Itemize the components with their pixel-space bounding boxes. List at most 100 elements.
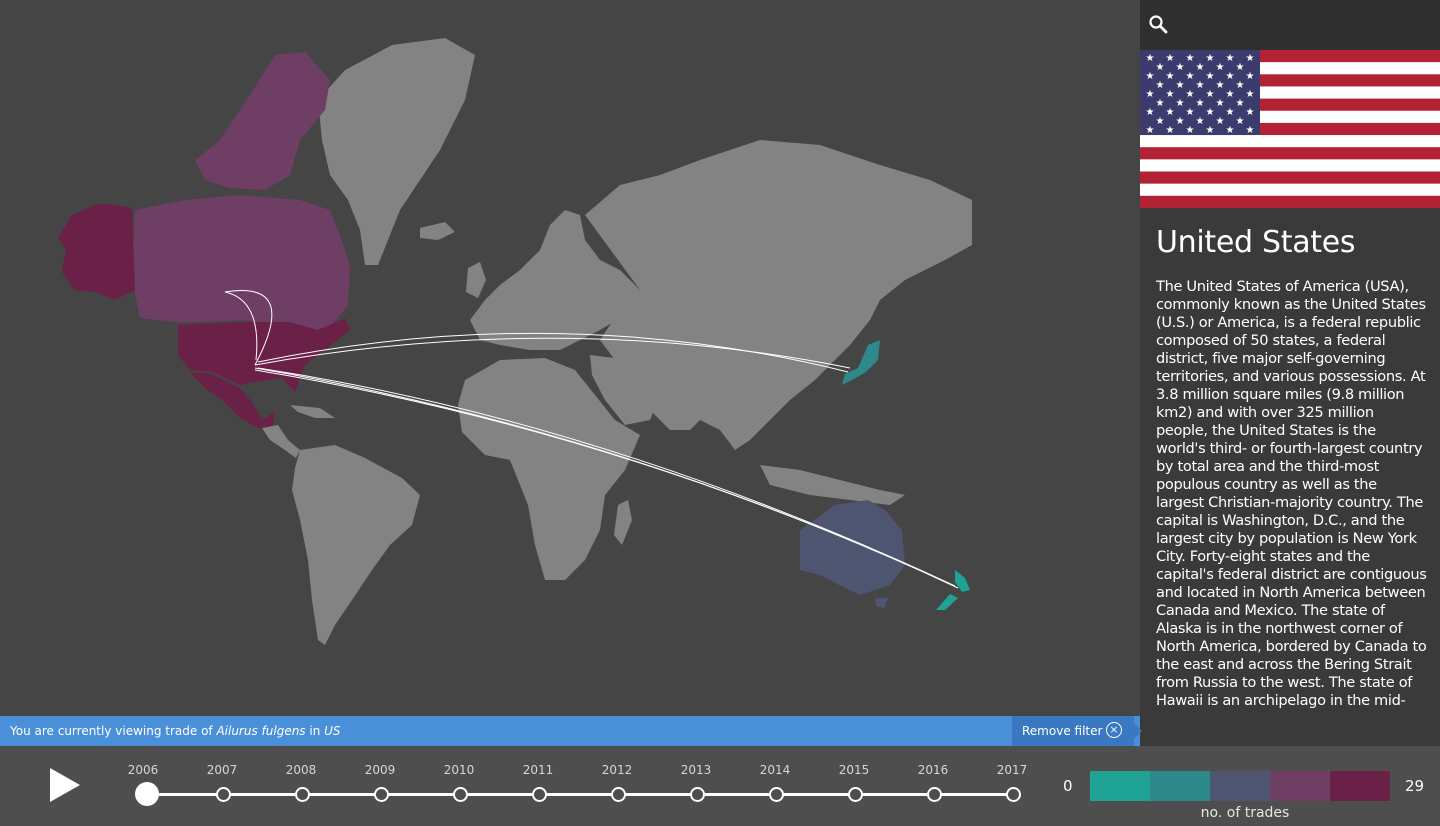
flag-star: ★: [1246, 107, 1255, 118]
play-icon[interactable]: [50, 768, 80, 802]
country-canada[interactable]: [132, 195, 350, 335]
filter-status-text: You are currently viewing trade of Ailur…: [10, 724, 341, 738]
region-middle-east[interactable]: [590, 355, 660, 425]
flag-star: ★: [1156, 62, 1165, 73]
year-dot[interactable]: [927, 787, 942, 802]
region-caribbean[interactable]: [290, 405, 335, 418]
flag-star: ★: [1176, 98, 1185, 109]
filter-middle: in: [305, 724, 325, 738]
year-dot[interactable]: [295, 787, 310, 802]
filter-arrow-decoration: [1134, 723, 1142, 739]
flag-star: ★: [1206, 53, 1215, 64]
flag-star: ★: [1236, 62, 1245, 73]
country-info-panel: ★ ★ ★ ★ ★ ★ ★ ★ ★ ★ ★ ★ ★ ★ ★ ★ ★ ★ ★ ★ ★ ★ ★ ★ ★ ★ ★ ★ ★ ★ ★ ★ ★ ★ ★ ★ ★ ★ ★ ★…: [1140, 0, 1440, 746]
year-label[interactable]: 2006: [127, 763, 159, 777]
year-dot[interactable]: [216, 787, 231, 802]
flag-star: ★: [1226, 53, 1235, 64]
region-africa[interactable]: [458, 358, 640, 580]
trade-arc-japan: [254, 337, 851, 369]
flag-star: ★: [1166, 125, 1175, 136]
timeline-handle[interactable]: [135, 782, 159, 806]
legend-swatch: [1270, 771, 1330, 801]
country-united-states[interactable]: [178, 318, 350, 392]
flag-star: ★: [1226, 125, 1235, 136]
region-asia[interactable]: [585, 140, 972, 450]
world-map[interactable]: [0, 0, 1140, 716]
region-south-america[interactable]: [292, 445, 420, 645]
country-australia[interactable]: [800, 500, 905, 595]
trade-arc-new-zealand-2: [257, 367, 956, 587]
country-description: The United States of America (USA), comm…: [1156, 278, 1427, 709]
remove-filter-button[interactable]: Remove filter ×: [1012, 716, 1142, 746]
year-dot[interactable]: [453, 787, 468, 802]
country-new-zealand[interactable]: [936, 570, 970, 610]
flag-star: ★: [1176, 62, 1185, 73]
flag-star: ★: [1196, 98, 1205, 109]
region-europe[interactable]: [470, 210, 640, 350]
year-label[interactable]: 2011: [522, 763, 554, 777]
year-label[interactable]: 2010: [443, 763, 475, 777]
year-label[interactable]: 2016: [917, 763, 949, 777]
legend-max-label: 29: [1405, 777, 1425, 795]
flag-star: ★: [1146, 89, 1155, 100]
year-label[interactable]: 2014: [759, 763, 791, 777]
flag-star: ★: [1186, 125, 1195, 136]
year-label[interactable]: 2008: [285, 763, 317, 777]
trade-arc-self: [224, 290, 273, 366]
us-flag-icon: ★ ★ ★ ★ ★ ★★ ★ ★ ★ ★★ ★ ★ ★ ★ ★★ ★ ★ ★ ★★ ★ ★ ★ ★ ★★ ★ ★ ★ ★★ ★ ★ ★ ★ ★★…: [1140, 50, 1440, 208]
year-dot[interactable]: [848, 787, 863, 802]
legend-swatch: [1150, 771, 1210, 801]
flag-star: ★: [1156, 116, 1165, 127]
country-iceland[interactable]: [420, 222, 455, 240]
year-label[interactable]: 2015: [838, 763, 870, 777]
year-dot[interactable]: [611, 787, 626, 802]
filter-prefix: You are currently viewing trade of: [10, 724, 217, 738]
region-central-america[interactable]: [262, 425, 300, 458]
flag-star: ★: [1246, 125, 1255, 136]
search-bar[interactable]: [1140, 0, 1440, 50]
filter-country: US: [324, 724, 341, 738]
flag-star: ★: [1206, 107, 1215, 118]
legend-min-label: 0: [1063, 777, 1073, 795]
flag-star: ★: [1186, 53, 1195, 64]
country-canada-islands[interactable]: [195, 52, 330, 190]
world-map-svg[interactable]: [0, 0, 1140, 716]
region-southeast-asia[interactable]: [760, 465, 905, 505]
country-mexico[interactable]: [190, 372, 275, 430]
country-madagascar[interactable]: [614, 500, 632, 545]
year-label[interactable]: 2017: [996, 763, 1028, 777]
year-dot[interactable]: [769, 787, 784, 802]
legend-swatch: [1210, 771, 1270, 801]
year-dot[interactable]: [532, 787, 547, 802]
flag-star: ★: [1226, 107, 1235, 118]
country-united-states-alaska[interactable]: [58, 203, 135, 300]
trade-arc-japan-2: [257, 332, 849, 373]
flag-star: ★: [1226, 71, 1235, 82]
flag-star: ★: [1156, 80, 1165, 91]
search-icon[interactable]: [1148, 14, 1170, 36]
filter-species: Ailurus fulgens: [216, 724, 306, 738]
country-uk[interactable]: [466, 262, 486, 298]
year-label[interactable]: 2009: [364, 763, 396, 777]
legend-swatch: [1330, 771, 1390, 801]
flag-star: ★: [1206, 125, 1215, 136]
flag-star: ★: [1236, 116, 1245, 127]
close-circle-icon[interactable]: ×: [1106, 722, 1122, 738]
year-label[interactable]: 2013: [680, 763, 712, 777]
country-australia-tasmania[interactable]: [875, 598, 888, 608]
year-dot[interactable]: [374, 787, 389, 802]
timeline-bar: 2006 2007 2008 2009 2010 2011 2012 2013 2014 2015…: [0, 746, 1440, 826]
flag-star: ★: [1146, 107, 1155, 118]
year-label[interactable]: 2007: [206, 763, 238, 777]
flag-star: ★: [1146, 125, 1155, 136]
country-japan[interactable]: [842, 340, 880, 385]
year-dot[interactable]: [1006, 787, 1021, 802]
year-dot[interactable]: [690, 787, 705, 802]
year-label[interactable]: 2012: [601, 763, 633, 777]
timeline-track[interactable]: [147, 793, 1013, 796]
flag-star: ★: [1186, 107, 1195, 118]
country-greenland[interactable]: [318, 38, 475, 265]
country-title: United States: [1156, 225, 1356, 260]
flag-star: ★: [1196, 80, 1205, 91]
flag-star: ★: [1166, 71, 1175, 82]
